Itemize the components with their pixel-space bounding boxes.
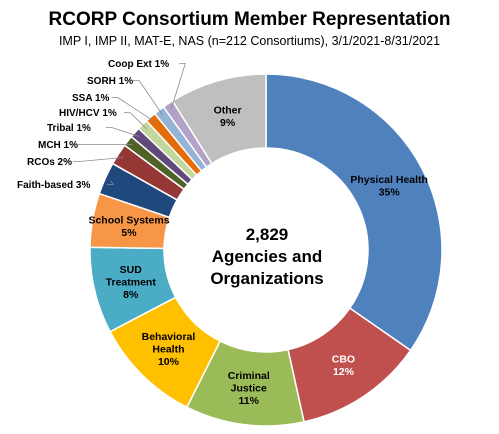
slice-label-cbo: CBO 12% [332, 354, 355, 379]
chart-subtitle: IMP I, IMP II, MAT-E, NAS (n=212 Consort… [59, 34, 440, 48]
slice-label-other: Other 9% [214, 105, 242, 129]
slice-label-behavioral-health: Behavioral Health 10% [142, 331, 196, 368]
slice-physical-health [265, 73, 443, 352]
slice-label-coop-ext: Coop Ext 1% [108, 59, 169, 70]
leader-line-hiv-hcv [124, 112, 148, 130]
slice-label-mch: MCH 1% [38, 140, 78, 151]
slice-label-hiv-hcv: HIV/HCV 1% [59, 108, 117, 119]
slice-label-tribal: Tribal 1% [47, 123, 91, 134]
slice-label-sud-treatment: SUD Treatment 8% [106, 264, 157, 301]
leader-line-tribal [105, 127, 140, 137]
slice-label-sorh: SORH 1% [87, 76, 133, 87]
center-label-count: 2,829 [246, 225, 289, 244]
leader-line-ssa [111, 97, 155, 123]
slice-label-faith-based: Faith-based 3% [17, 180, 90, 191]
slice-label-criminal-justice: Criminal Justice 11% [228, 370, 270, 407]
chart-title: RCORP Consortium Member Representation [49, 9, 451, 30]
slice-label-physical-health: Physical Health 35% [350, 174, 428, 199]
slice-labels-group: Physical Health 35% CBO 12% Criminal Justice 1… [17, 59, 428, 407]
center-label: 2,829 Agencies and Organizations [210, 225, 323, 288]
slice-label-ssa: SSA 1% [72, 93, 110, 104]
center-label-line-3: Organizations [210, 269, 323, 288]
slices-group [89, 73, 443, 427]
leader-line-faith-based [107, 180, 114, 185]
leader-lines-group [73, 63, 186, 185]
leader-line-coop-ext [170, 63, 186, 109]
leader-line-sorh [133, 80, 164, 116]
slice-other [171, 73, 267, 165]
slice-label-rcos: RCOs 2% [27, 157, 72, 168]
center-label-line-2: Agencies and [212, 247, 323, 266]
leader-line-rcos [73, 157, 124, 162]
slice-label-school-systems: School Systems 5% [88, 215, 169, 240]
